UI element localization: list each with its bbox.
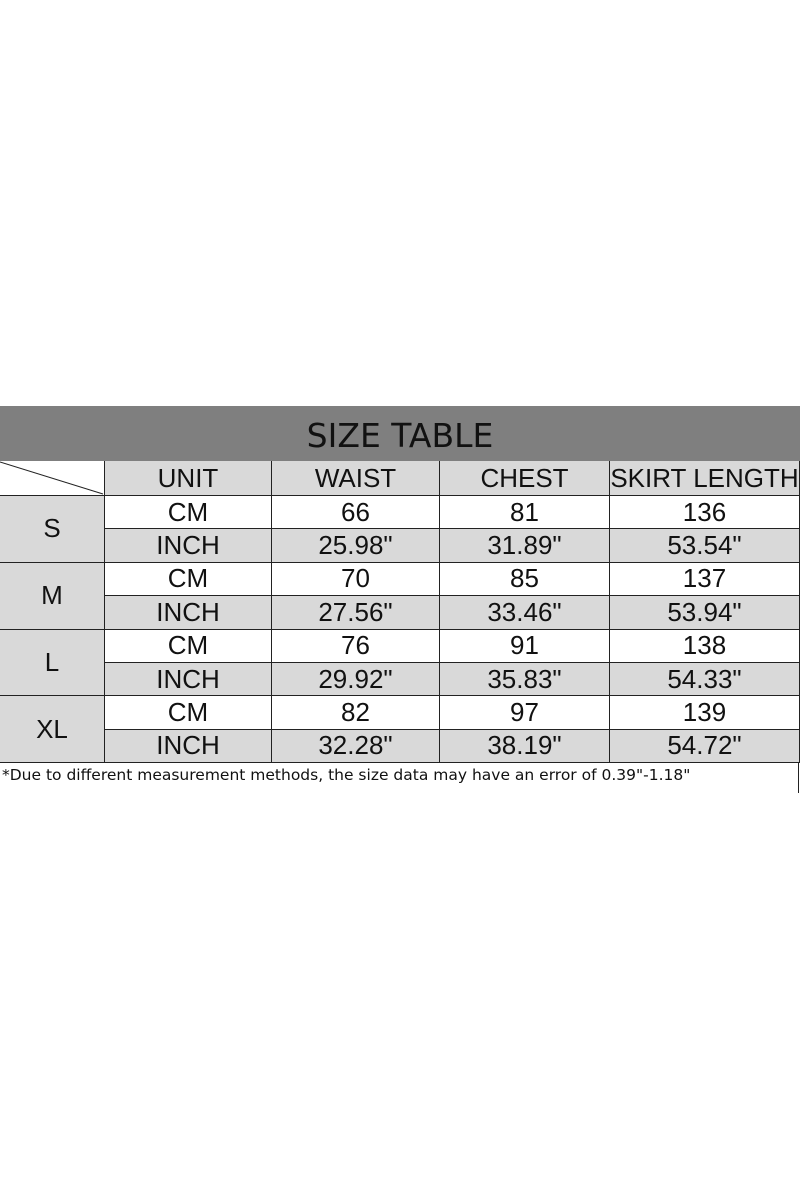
inch-cell: 38.19"	[440, 729, 610, 764]
inch-cell: 27.56"	[272, 596, 440, 630]
cm-cell: 97	[440, 696, 610, 730]
inch-cell: 33.46"	[440, 596, 610, 630]
corner-cell	[0, 461, 105, 496]
header-chest: CHEST	[440, 461, 610, 496]
cm-cell: CM	[105, 629, 272, 663]
cm-cell: 85	[440, 562, 610, 597]
cm-cell: 138	[610, 629, 800, 663]
inch-cell: INCH	[105, 729, 272, 764]
size-label: XL	[0, 696, 105, 764]
header-waist: WAIST	[272, 461, 440, 496]
size-table: UNIT WAIST CHEST SKIRT LENGTH S CM 66 81 136 INCH…	[0, 461, 800, 764]
cm-cell: CM	[105, 696, 272, 730]
cm-cell: 82	[272, 696, 440, 730]
diagonal-line	[0, 461, 104, 495]
cm-cell: 81	[440, 496, 610, 530]
size-label: S	[0, 496, 105, 563]
inch-cell: INCH	[105, 596, 272, 630]
size-label: M	[0, 562, 105, 630]
inch-cell: 31.89"	[440, 529, 610, 563]
cm-cell: 91	[440, 629, 610, 663]
inch-cell: 54.72"	[610, 729, 800, 764]
cm-cell: 76	[272, 629, 440, 663]
inch-cell: 25.98"	[272, 529, 440, 563]
cm-cell: 70	[272, 562, 440, 597]
measurement-note: *Due to different measurement methods, t…	[0, 763, 799, 793]
inch-cell: INCH	[105, 663, 272, 697]
inch-cell: 53.94"	[610, 596, 800, 630]
inch-cell: 32.28"	[272, 729, 440, 764]
cm-cell: CM	[105, 562, 272, 597]
size-table-title: SIZE TABLE	[0, 406, 800, 461]
cm-cell: 137	[610, 562, 800, 597]
cm-cell: 136	[610, 496, 800, 530]
cm-cell: CM	[105, 496, 272, 530]
size-label: L	[0, 629, 105, 697]
inch-cell: INCH	[105, 529, 272, 563]
cm-cell: 139	[610, 696, 800, 730]
inch-cell: 29.92"	[272, 663, 440, 697]
inch-cell: 35.83"	[440, 663, 610, 697]
inch-cell: 54.33"	[610, 663, 800, 697]
inch-cell: 53.54"	[610, 529, 800, 563]
header-unit: UNIT	[105, 461, 272, 496]
header-skirt-length: SKIRT LENGTH	[610, 461, 800, 496]
cm-cell: 66	[272, 496, 440, 530]
